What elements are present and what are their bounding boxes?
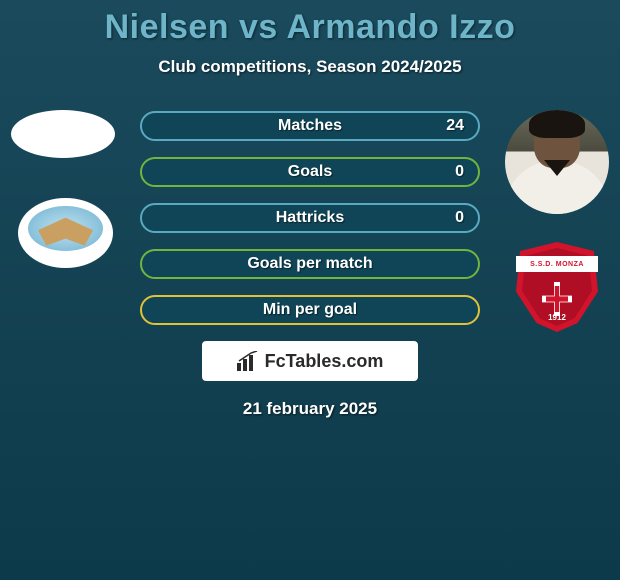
lazio-badge-icon <box>18 198 113 268</box>
club-badge-right: S.S.D. MONZA 1912 <box>516 242 598 332</box>
stat-label: Hattricks <box>276 209 344 227</box>
stat-row-matches: Matches 24 <box>140 111 480 141</box>
subtitle: Club competitions, Season 2024/2025 <box>0 57 620 77</box>
page-title: Nielsen vs Armando Izzo <box>0 8 620 47</box>
stat-row-gpm: Goals per match <box>140 249 480 279</box>
stat-row-mpg: Min per goal <box>140 295 480 325</box>
stat-list: Matches 24 Goals 0 Hattricks 0 Goals per… <box>140 111 480 325</box>
stat-row-hattricks: Hattricks 0 <box>140 203 480 233</box>
player-right-column: S.S.D. MONZA 1912 <box>502 110 612 332</box>
stat-label: Min per goal <box>263 301 357 319</box>
stat-label: Matches <box>278 117 342 135</box>
monza-band: S.S.D. MONZA <box>516 256 598 272</box>
monza-year: 1912 <box>548 313 566 322</box>
stat-label: Goals <box>288 163 332 181</box>
date: 21 february 2025 <box>0 399 620 419</box>
player-right-avatar <box>505 110 609 214</box>
stat-value: 0 <box>455 163 464 181</box>
eagle-icon <box>38 218 93 246</box>
player-left-column <box>8 110 118 288</box>
bars-icon <box>237 351 259 371</box>
stat-value: 24 <box>446 117 464 135</box>
source-logo: FcTables.com <box>202 341 418 381</box>
club-badge-left <box>18 198 108 288</box>
player-left-avatar <box>11 110 115 158</box>
stat-label: Goals per match <box>247 255 372 273</box>
stat-value: 0 <box>455 209 464 227</box>
logo-text: FcTables.com <box>265 351 384 372</box>
stat-row-goals: Goals 0 <box>140 157 480 187</box>
